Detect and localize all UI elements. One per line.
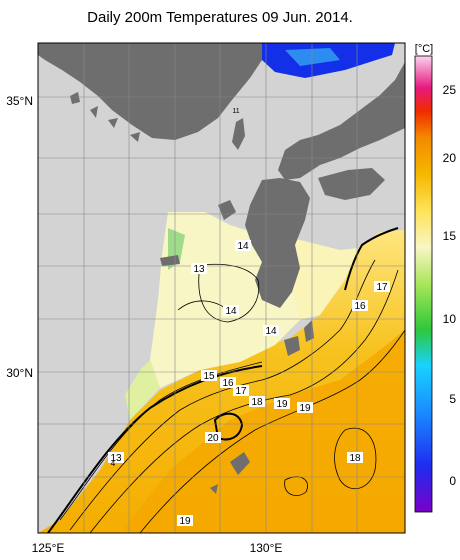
contour-label: 14	[263, 325, 279, 337]
svg-text:16: 16	[222, 378, 234, 389]
colorbar-tick: 0	[449, 474, 456, 488]
contour-label: 4	[111, 459, 116, 468]
graticule	[38, 43, 405, 533]
colorbar: [°C] 25 20 15 10 5 0	[414, 43, 457, 513]
contour-label: 16	[220, 377, 236, 389]
lat-label-30: 30°N	[6, 366, 33, 380]
lon-label-125: 125°E	[32, 541, 65, 555]
land-shikoku	[318, 168, 385, 200]
contour-18	[139, 329, 405, 533]
contour-label: 13	[191, 263, 207, 275]
svg-text:14: 14	[237, 241, 249, 252]
contour-label: 13	[108, 452, 124, 464]
warm-core	[120, 330, 405, 533]
contour-17	[89, 269, 399, 533]
cold-pool-edge	[285, 48, 340, 66]
svg-text:17: 17	[376, 282, 388, 293]
contour-bold-20	[213, 412, 244, 441]
land-tanegashima	[304, 320, 314, 342]
svg-text:14: 14	[265, 326, 277, 337]
contour-label: 19	[297, 402, 313, 414]
lon-label-130: 130°E	[250, 541, 283, 555]
svg-text:4: 4	[111, 459, 116, 468]
lat-label-35: 35°N	[6, 94, 33, 108]
colorbar-tick: 20	[443, 151, 457, 165]
contour-label: 19	[177, 515, 193, 527]
contour-label: 14	[223, 305, 239, 317]
contour-label: 18	[347, 452, 363, 464]
contour-label: 18	[249, 396, 265, 408]
contour-bold-16	[344, 227, 399, 291]
colorbar-unit: [°C]	[415, 43, 433, 55]
svg-text:20: 20	[207, 433, 219, 444]
land-korea	[38, 43, 262, 140]
colorbar-tick: 5	[449, 392, 456, 406]
svg-text:11: 11	[232, 108, 239, 115]
contour-label: 16	[352, 300, 368, 312]
svg-text:13: 13	[110, 453, 122, 464]
svg-text:19: 19	[179, 516, 191, 527]
land-kyushu	[245, 178, 310, 308]
svg-text:16: 16	[354, 301, 366, 312]
svg-text:19: 19	[276, 399, 288, 410]
contour-18b	[334, 427, 377, 490]
svg-text:15: 15	[203, 371, 215, 382]
contour-14	[198, 263, 260, 323]
colorbar-tick: 25	[443, 83, 457, 97]
colorbar-gradient	[414, 55, 433, 513]
land-goto	[218, 200, 236, 220]
colorbar-tick: 10	[443, 312, 457, 326]
map-title: Daily 200m Temperatures 09 Jun. 2014.	[87, 9, 353, 26]
svg-text:13: 13	[193, 264, 205, 275]
colorbar-tick: 15	[443, 229, 457, 243]
land-honshu	[278, 62, 405, 180]
contour-label: 14	[235, 240, 251, 252]
land-yakushima	[284, 336, 300, 356]
land-okinoerabu	[210, 484, 218, 494]
svg-text:18: 18	[349, 453, 361, 464]
land-tsushima	[232, 118, 245, 150]
contour-label: 19	[274, 398, 290, 410]
contour-15	[59, 361, 263, 521]
svg-text:19: 19	[299, 403, 311, 414]
contour-label: 11	[232, 108, 239, 115]
contour-bold-15	[47, 365, 263, 533]
svg-text:14: 14	[225, 306, 237, 317]
land-amami	[230, 452, 250, 475]
contour-label: 15	[201, 370, 217, 382]
svg-text:18: 18	[251, 397, 263, 408]
svg-text:17: 17	[235, 386, 247, 397]
contour-16	[69, 259, 376, 531]
contour-label: 17	[374, 281, 390, 293]
contour-label: 20	[205, 432, 221, 444]
cool-edge	[125, 360, 160, 420]
contour-label: 17	[233, 385, 249, 397]
map-frame	[37, 42, 406, 534]
